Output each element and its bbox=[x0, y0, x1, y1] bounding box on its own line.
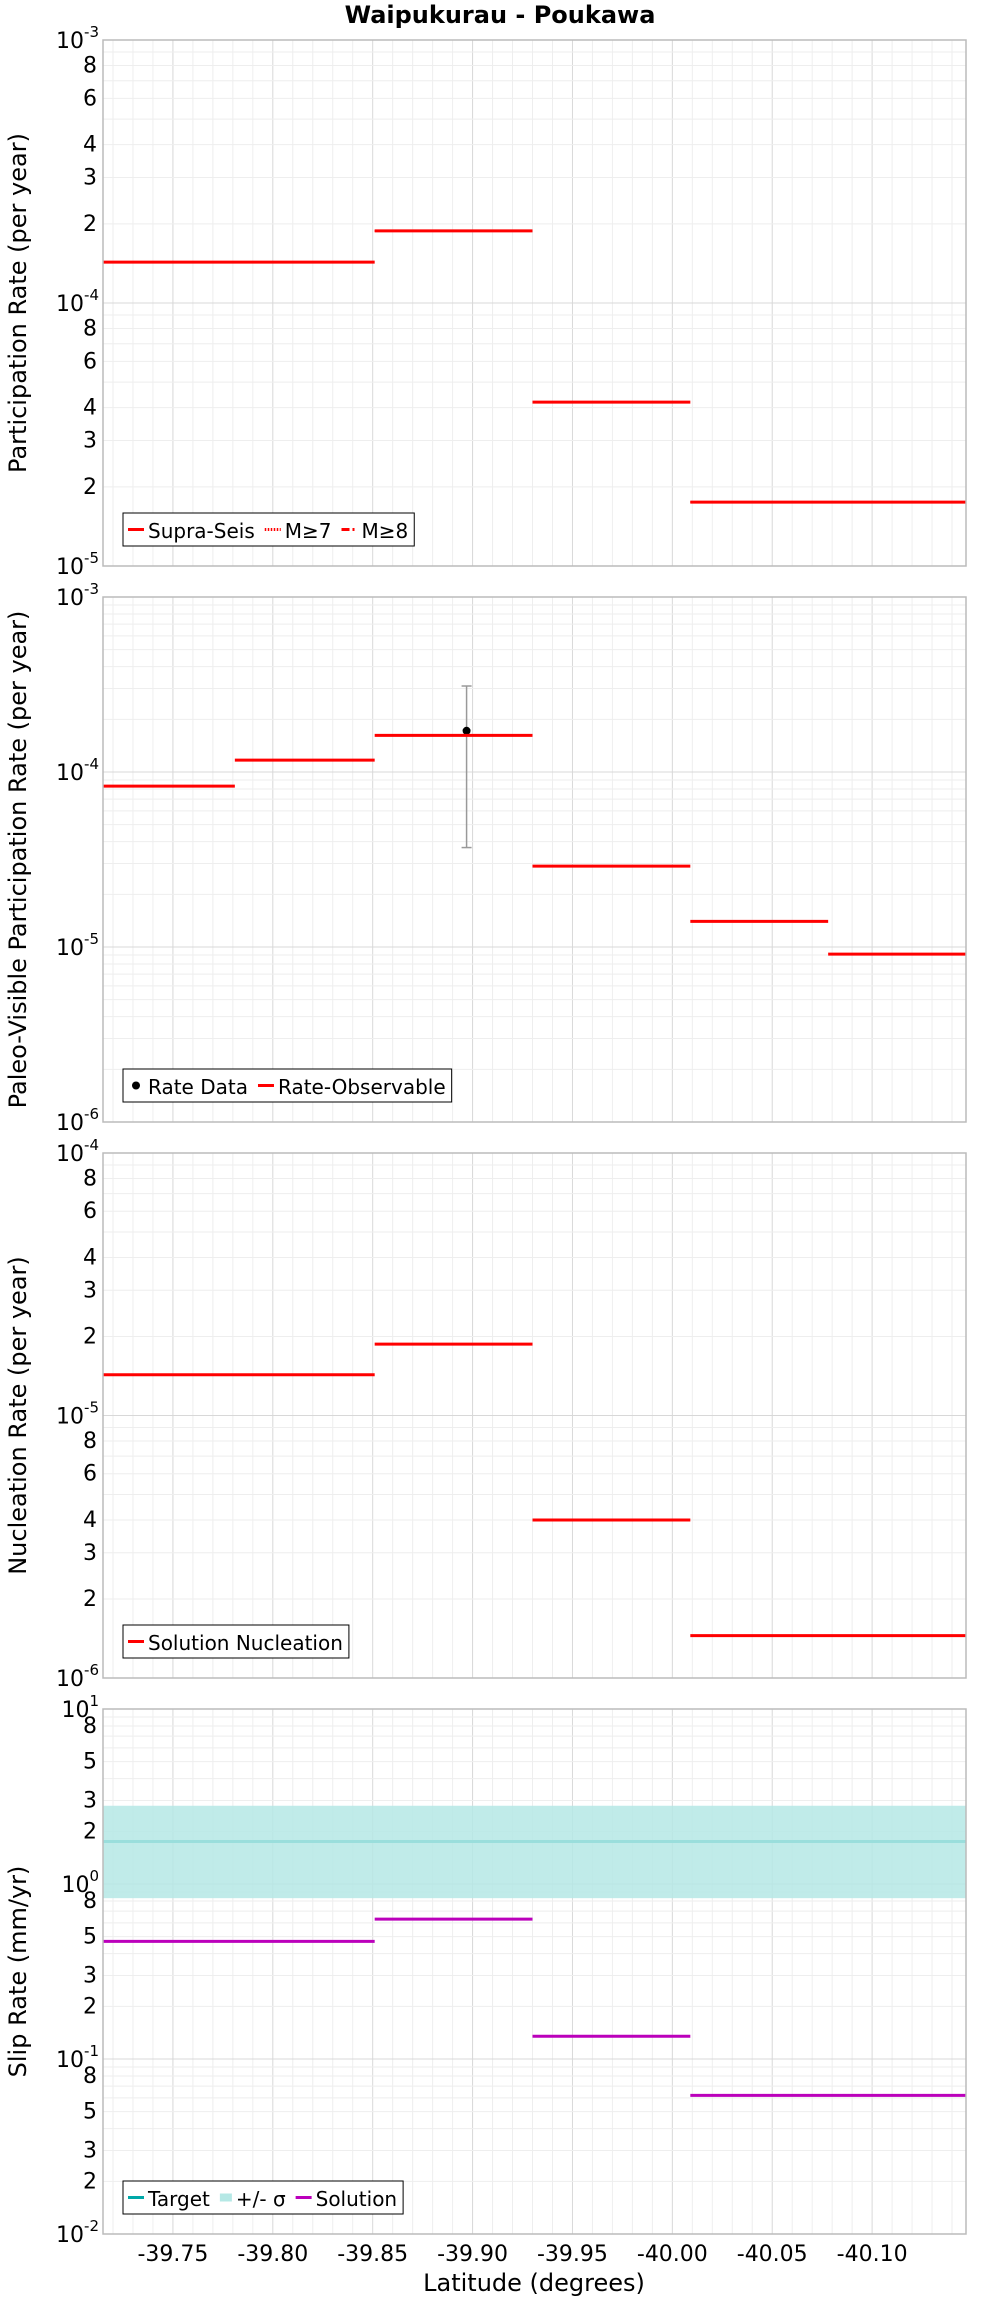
y-tick-label: 6 bbox=[83, 349, 97, 374]
plot-frame bbox=[102, 1152, 967, 1679]
legend-label: M≥7 bbox=[285, 519, 332, 543]
y-tick-label: 8 bbox=[83, 53, 97, 78]
y-tick-label: 101 bbox=[61, 1692, 99, 1723]
figure-title: Waipukurau - Poukawa bbox=[345, 1, 656, 29]
y-tick-label: 10-1 bbox=[56, 2042, 99, 2073]
y-tick-label: 3 bbox=[83, 1964, 97, 1989]
y-tick-label: 6 bbox=[83, 86, 97, 111]
x-tick-label: -39.75 bbox=[137, 2242, 208, 2267]
y-tick-label: 2 bbox=[83, 1819, 97, 1844]
y-tick-label: 2 bbox=[83, 475, 97, 500]
plot-frame bbox=[102, 1708, 967, 2235]
plot-area bbox=[103, 597, 966, 1122]
rate-data-point bbox=[462, 726, 471, 735]
y-tick-label: 4 bbox=[83, 1508, 97, 1533]
y-axis-label: Slip Rate (mm/yr) bbox=[4, 1866, 32, 2078]
legend-label: Solution Nucleation bbox=[148, 1631, 343, 1655]
sigma-band bbox=[103, 1805, 966, 1899]
y-tick-label: 5 bbox=[83, 2100, 97, 2125]
y-tick-label: 2 bbox=[83, 1587, 97, 1612]
legend-label: Rate-Observable bbox=[278, 1075, 446, 1099]
data-layer bbox=[103, 685, 966, 956]
plot-area bbox=[103, 1709, 966, 2234]
legend-label: Target bbox=[147, 2187, 210, 2211]
y-tick-label: 10-3 bbox=[56, 580, 99, 611]
legend: Solution Nucleation bbox=[122, 1624, 350, 1659]
panel-3: 2 3 4 6 8 2 3 4 6 8 10-6 10-5 10-4 Nucleation Rate (p… bbox=[4, 1136, 967, 1692]
x-tick-label: -40.10 bbox=[837, 2242, 908, 2267]
y-tick-label: 10-4 bbox=[56, 1136, 99, 1167]
legend-box bbox=[122, 1068, 453, 1103]
y-tick-label: 10-4 bbox=[56, 286, 99, 317]
legend-label: Rate Data bbox=[148, 1075, 248, 1099]
y-tick-label: 5 bbox=[83, 1925, 97, 1950]
plot-frame bbox=[102, 596, 967, 1123]
y-tick-label: 2 bbox=[83, 2169, 97, 2194]
y-tick-label: 10-5 bbox=[56, 930, 99, 961]
x-tick-label: -39.85 bbox=[337, 2242, 408, 2267]
y-tick-label: 10-5 bbox=[56, 549, 99, 580]
y-tick-label: 3 bbox=[83, 429, 97, 454]
y-axis-label: Nucleation Rate (per year) bbox=[4, 1256, 32, 1575]
legend-label: M≥8 bbox=[362, 519, 409, 543]
y-tick-label: 2 bbox=[83, 1994, 97, 2019]
legend-swatch bbox=[219, 2193, 232, 2202]
legend-label: Solution bbox=[316, 2187, 397, 2211]
legend-marker bbox=[132, 1081, 140, 1090]
legend-label: Supra-Seis bbox=[148, 519, 255, 543]
panel-1: 2 3 4 6 8 2 3 4 6 8 10-5 10-4 10-3 Participation Rate… bbox=[4, 23, 967, 580]
y-tick-label: 6 bbox=[83, 1199, 97, 1224]
panel-2: 10-6 10-5 10-4 10-3 Paleo-Visible Participat… bbox=[4, 580, 967, 1136]
y-tick-label: 8 bbox=[83, 1166, 97, 1191]
data-layer bbox=[103, 1805, 966, 2097]
y-axis-label: Paleo-Visible Participation Rate (per ye… bbox=[4, 611, 32, 1109]
legend: Rate Data Rate-Observable bbox=[122, 1068, 453, 1103]
legend-label: +/- σ bbox=[236, 2187, 286, 2211]
y-tick-label: 3 bbox=[83, 2139, 97, 2164]
y-tick-label: 3 bbox=[83, 166, 97, 191]
data-layer bbox=[103, 1342, 966, 1638]
x-tick-label: -40.00 bbox=[637, 2242, 708, 2267]
y-tick-label: 4 bbox=[83, 1245, 97, 1270]
y-tick-label: 8 bbox=[83, 316, 97, 341]
legend: Target +/- σ Solution bbox=[122, 2180, 404, 2215]
y-tick-label: 3 bbox=[83, 1278, 97, 1303]
y-tick-label: 4 bbox=[83, 133, 97, 158]
x-tick-label: -39.80 bbox=[237, 2242, 308, 2267]
y-axis-label: Participation Rate (per year) bbox=[4, 133, 32, 473]
y-tick-label: 4 bbox=[83, 396, 97, 421]
y-tick-label: 10-4 bbox=[56, 755, 99, 786]
legend-box bbox=[122, 2180, 404, 2215]
y-tick-label: 2 bbox=[83, 212, 97, 237]
y-tick-label: 8 bbox=[83, 1429, 97, 1454]
y-tick-label: 3 bbox=[83, 1541, 97, 1566]
y-tick-label: 10-3 bbox=[56, 23, 99, 54]
plot-frame bbox=[102, 39, 967, 567]
y-tick-label: 10-5 bbox=[56, 1399, 99, 1430]
y-tick-label: 8 bbox=[83, 2064, 97, 2089]
legend-box bbox=[122, 1624, 350, 1659]
y-tick-label: 2 bbox=[83, 1324, 97, 1349]
x-tick-label: -40.05 bbox=[737, 2242, 808, 2267]
x-tick-label: -39.90 bbox=[437, 2242, 508, 2267]
y-tick-label: 5 bbox=[83, 1750, 97, 1775]
y-tick-label: 8 bbox=[83, 1889, 97, 1914]
y-tick-label: 10-2 bbox=[56, 2217, 99, 2248]
y-tick-label: 100 bbox=[61, 1867, 99, 1898]
data-layer bbox=[103, 229, 966, 504]
panel-4: 2 3 5 8 2 3 5 8 2 3 5 8 10-2 10-1 100 101 Slip Rate (mm/… bbox=[4, 1692, 967, 2248]
y-tick-label: 10-6 bbox=[56, 1105, 99, 1136]
y-tick-label: 10-6 bbox=[56, 1661, 99, 1692]
x-axis-label: Latitude (degrees) bbox=[423, 2269, 645, 2297]
x-tick-label: -39.95 bbox=[537, 2242, 608, 2267]
y-tick-label: 3 bbox=[83, 1789, 97, 1814]
y-tick-label: 6 bbox=[83, 1462, 97, 1487]
legend: Supra-Seis M≥7 M≥8 bbox=[122, 512, 415, 547]
y-tick-label: 8 bbox=[83, 1714, 97, 1739]
